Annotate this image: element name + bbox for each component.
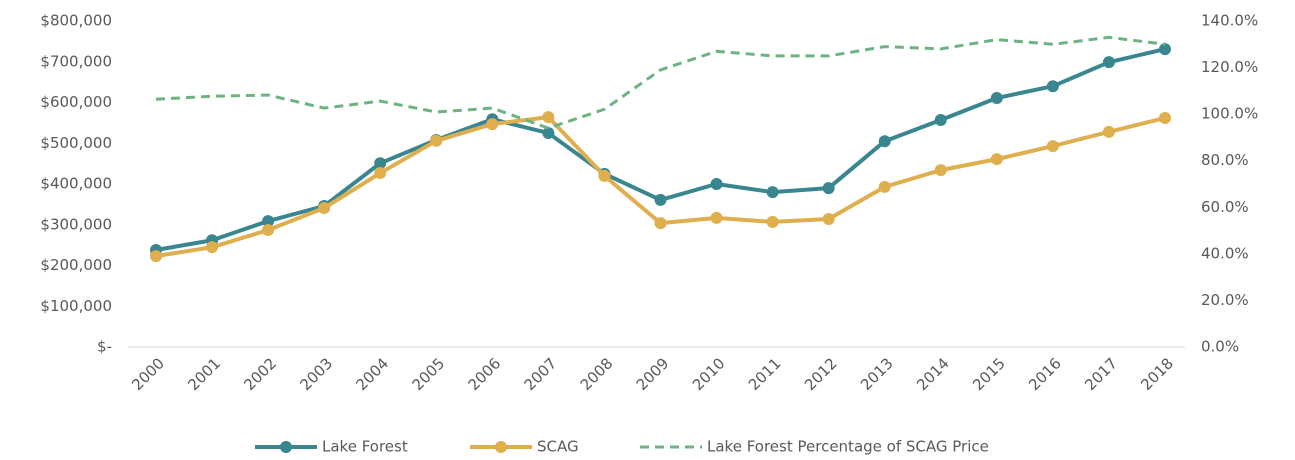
y-tick-label: $800,000	[40, 12, 112, 30]
y-tick-label: $-	[97, 338, 112, 356]
y-tick-label: $200,000	[40, 256, 112, 274]
legend-marker	[495, 441, 507, 453]
point	[374, 166, 387, 179]
point	[150, 250, 162, 263]
series-line	[155, 35, 1166, 130]
point	[1102, 125, 1115, 138]
x-tick-label: 2001	[184, 354, 224, 394]
point	[654, 193, 667, 206]
point	[206, 241, 219, 254]
point	[542, 127, 555, 140]
point	[710, 178, 723, 190]
point	[654, 217, 667, 230]
y2-tick-label: 40.0%	[1201, 244, 1249, 262]
y2-tick-label: 120.0%	[1201, 58, 1258, 76]
point	[822, 182, 835, 195]
point	[374, 157, 387, 170]
point	[262, 215, 275, 228]
x-tick-label: 2018	[1137, 354, 1177, 394]
legend-label: SCAG	[537, 438, 579, 456]
point	[430, 134, 443, 147]
x-tick-label: 2012	[801, 354, 841, 394]
x-tick-label: 2002	[240, 354, 280, 394]
y2-tick-label: 20.0%	[1201, 291, 1249, 309]
x-tick-label: 2004	[353, 354, 393, 394]
point	[262, 224, 275, 237]
x-tick-label: 2000	[128, 354, 168, 394]
x-tick-label: 2010	[689, 354, 729, 394]
y2-tick-label: 140.0%	[1201, 12, 1258, 30]
point	[990, 153, 1003, 166]
x-tick-label: 2017	[1081, 354, 1121, 394]
x-tick-label: 2008	[577, 354, 617, 394]
point	[1159, 43, 1171, 56]
point	[822, 213, 835, 226]
point	[318, 202, 331, 215]
point	[766, 186, 779, 199]
point	[710, 211, 723, 224]
y-tick-label: $100,000	[40, 297, 112, 315]
y2-tick-label: 60.0%	[1201, 198, 1249, 216]
x-tick-label: 2011	[745, 354, 785, 394]
legend-label: Lake Forest Percentage of SCAG Price	[707, 438, 989, 456]
y2-tick-label: 0.0%	[1201, 338, 1239, 356]
x-tick-label: 2013	[857, 354, 897, 394]
point	[1046, 80, 1059, 93]
legend-marker	[280, 441, 292, 453]
point	[766, 215, 779, 228]
y-tick-label: $700,000	[40, 52, 112, 70]
x-tick-label: 2003	[296, 354, 336, 394]
y-tick-label: $400,000	[40, 175, 112, 193]
y2-tick-label: 100.0%	[1201, 105, 1258, 123]
y-tick-label: $500,000	[40, 134, 112, 152]
x-tick-label: 2015	[969, 354, 1009, 394]
x-tick-label: 2005	[409, 354, 449, 394]
point	[878, 180, 891, 193]
x-tick-label: 2014	[913, 354, 953, 394]
point	[934, 164, 947, 177]
x-tick-label: 2009	[633, 354, 673, 394]
point	[598, 169, 611, 182]
x-tick-label: 2006	[465, 354, 505, 394]
x-tick-label: 2016	[1025, 354, 1065, 394]
point	[990, 92, 1003, 105]
legend-label: Lake Forest	[322, 438, 408, 456]
point	[542, 111, 555, 124]
x-tick-label: 2007	[521, 354, 561, 394]
point	[878, 135, 891, 148]
point	[1046, 140, 1059, 153]
point	[1159, 111, 1171, 124]
y-tick-label: $300,000	[40, 215, 112, 233]
point	[934, 114, 947, 127]
series-line	[155, 115, 1166, 259]
point	[1102, 56, 1115, 69]
point	[486, 118, 499, 131]
y-tick-label: $600,000	[40, 93, 112, 111]
y2-tick-label: 80.0%	[1201, 151, 1249, 169]
